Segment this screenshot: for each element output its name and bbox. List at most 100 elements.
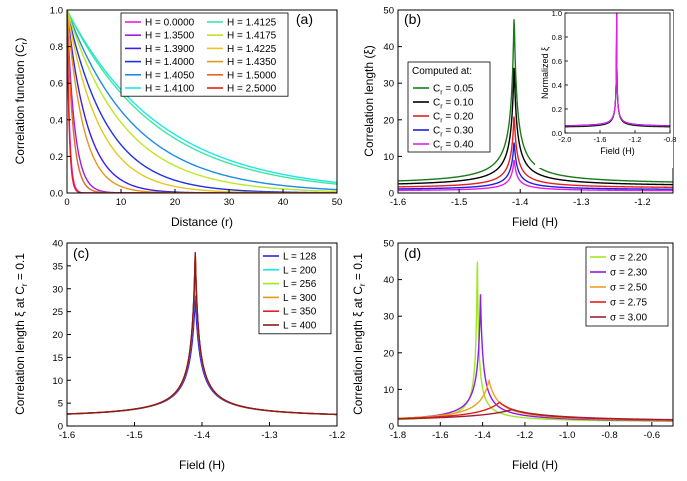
inset-ytick-label: 0.0 bbox=[552, 129, 562, 138]
panel-d-ytick-label: 30 bbox=[383, 312, 394, 323]
series-h-1-4175 bbox=[67, 10, 337, 193]
legend-entry: Cr = 0.05 bbox=[433, 84, 474, 97]
panel-c-ytick-label: 5 bbox=[58, 399, 63, 410]
inset-xtick-label: -1.6 bbox=[594, 135, 607, 144]
inset-background bbox=[535, 11, 673, 168]
panel-b-ytick-label: 0 bbox=[389, 189, 394, 200]
legend-entry: L = 300 bbox=[283, 293, 317, 304]
panel-c-ylabel: Correlation length ξ at Cr = 0.1 bbox=[13, 253, 29, 415]
legend-entry: H = 1.4050 bbox=[145, 70, 195, 81]
panel-d-frame bbox=[397, 242, 674, 427]
inset-ytick-label: 0.4 bbox=[552, 81, 562, 90]
panel-a-legend-box bbox=[120, 12, 289, 97]
legend-entry: H = 1.4000 bbox=[145, 57, 195, 68]
inset-ytick-label: 0.6 bbox=[552, 57, 562, 66]
panel-b-ytick-label: 10 bbox=[383, 152, 394, 163]
panel-d-ticks: -1.8 -1.6 -1.4 -1.2 -1.0 -0.8 -0.6 0 10 20 30 40 50 bbox=[383, 239, 660, 442]
panel-b: -1.6 -1.5 -1.4 -1.3 -1.2 0 10 20 30 40 50 (b) Fiel… bbox=[362, 6, 676, 230]
panel-d-xtick-label: -1.0 bbox=[559, 430, 575, 441]
panel-b-xtick-label: -1.5 bbox=[451, 197, 467, 208]
panel-c-ytick-label: 25 bbox=[52, 307, 63, 318]
legend-entry: H = 2.5000 bbox=[227, 84, 277, 95]
panel-a-xtick-label: 20 bbox=[170, 197, 181, 208]
legend-entry: H = 1.4225 bbox=[227, 44, 277, 55]
panel-a-ytick-label: 1.0 bbox=[50, 6, 63, 17]
legend-entry: L = 400 bbox=[283, 321, 317, 332]
panel-c: -1.6 -1.5 -1.4 -1.3 -1.2 0 5 10 15 20 25 30 35 40 (c)… bbox=[13, 239, 345, 473]
series-h-1-4100 bbox=[67, 10, 337, 184]
legend-entry: Cr = 0.40 bbox=[433, 140, 474, 153]
panel-c-xtick-label: -1.2 bbox=[329, 430, 345, 441]
legend-entry: σ = 2.30 bbox=[610, 268, 647, 279]
panel-d-legend: σ = 2.20 σ = 2.30 σ = 2.50 σ = 2.75 σ = 3.00 bbox=[585, 246, 669, 327]
legend-entry: σ = 2.20 bbox=[610, 253, 647, 264]
legend-entry: H = 1.3500 bbox=[145, 31, 195, 42]
panel-a-label: (a) bbox=[296, 11, 313, 27]
series-cr-0-40 bbox=[398, 159, 673, 192]
series-h-1-4050 bbox=[67, 10, 337, 191]
panel-a-ytick-label: 0.0 bbox=[50, 189, 63, 200]
panel-b-ytick-label: 40 bbox=[383, 42, 394, 53]
legend-entry: σ = 2.50 bbox=[610, 283, 647, 294]
panel-c-ytick-label: 20 bbox=[52, 330, 63, 341]
panel-d-xtick-label: -1.2 bbox=[517, 430, 533, 441]
panel-c-xtick-label: -1.3 bbox=[261, 430, 277, 441]
panel-b-xtick-label: -1.4 bbox=[512, 197, 528, 208]
panel-b-xtick-label: -1.2 bbox=[634, 197, 650, 208]
panel-a: 0 10 20 30 40 50 0.0 0.2 0.4 0.6 0.8 1.0 (a) Distan… bbox=[13, 6, 342, 230]
panel-d-curves bbox=[398, 261, 673, 422]
series-sigma-3-00 bbox=[398, 408, 673, 421]
panel-c-xtick-label: -1.4 bbox=[194, 430, 210, 441]
panel-c-curves bbox=[67, 252, 337, 416]
legend-entry: H = 1.5000 bbox=[227, 70, 277, 81]
legend-entry: Cr = 0.10 bbox=[433, 98, 474, 111]
panel-c-xtick-label: -1.6 bbox=[59, 430, 75, 441]
series-cr-0-30 bbox=[398, 142, 673, 190]
inset-ytick-label: 0.2 bbox=[552, 105, 562, 114]
panel-b-label: (b) bbox=[404, 11, 421, 27]
panel-d-ylabel: Correlation length ξ at Cr = 0.1 bbox=[351, 253, 367, 415]
panel-d-ytick-label: 40 bbox=[383, 275, 394, 286]
panel-c-ytick-label: 15 bbox=[52, 353, 63, 364]
panel-c-xlabel: Field (H) bbox=[179, 458, 225, 472]
panel-c-xtick-label: -1.5 bbox=[126, 430, 142, 441]
panel-c-ytick-label: 0 bbox=[58, 422, 63, 433]
panel-b-ytick-label: 20 bbox=[383, 115, 394, 126]
panel-c-ytick-label: 30 bbox=[52, 284, 63, 295]
panel-a-xlabel: Distance (r) bbox=[171, 215, 233, 229]
series-cr-0-20 bbox=[398, 116, 673, 189]
panel-a-xtick-label: 30 bbox=[224, 197, 235, 208]
panel-a-ylabel: Correlation function (Cr) bbox=[13, 38, 29, 165]
panel-b-ylabel: Correlation length (ξ) bbox=[362, 45, 376, 156]
panel-b-ytick-label: 50 bbox=[383, 6, 394, 17]
panel-a-xtick-label: 0 bbox=[64, 197, 69, 208]
inset-curves bbox=[565, 13, 670, 128]
legend-entry: Cr = 0.30 bbox=[433, 126, 474, 139]
panel-a-ytick-label: 0.6 bbox=[50, 79, 63, 90]
panel-b-ytick-label: 30 bbox=[383, 79, 394, 90]
panel-d-ytick-label: 10 bbox=[383, 385, 394, 396]
panel-c-label: (c) bbox=[73, 245, 89, 261]
series-h-1-4125 bbox=[67, 10, 337, 185]
panel-d-xlabel: Field (H) bbox=[512, 458, 558, 472]
panel-c-ytick-label: 10 bbox=[52, 376, 63, 387]
panel-d: -1.8 -1.6 -1.4 -1.2 -1.0 -0.8 -0.601020304050 … bbox=[351, 239, 674, 472]
panel-d-label: (d) bbox=[404, 245, 421, 261]
panel-d-ytick-label: 0 bbox=[389, 422, 394, 433]
inset-ytick-label: 1.0 bbox=[552, 9, 562, 18]
legend-entry: σ = 2.75 bbox=[610, 298, 647, 309]
panel-a-xtick-label: 10 bbox=[116, 197, 127, 208]
panel-b-xtick-label: -1.6 bbox=[390, 197, 406, 208]
inset-series-cr-0-40 bbox=[565, 13, 670, 127]
inset-frame bbox=[564, 12, 671, 134]
series-cr-0-10 bbox=[398, 67, 673, 186]
inset-xtick-label: -1.2 bbox=[629, 135, 642, 144]
panel-a-legend: H = 0.0000 H = 1.3500 H = 1.3900 H = 1.4000… bbox=[120, 12, 289, 97]
panel-a-ytick-label: 0.8 bbox=[50, 42, 63, 53]
panel-c-ytick-label: 40 bbox=[52, 239, 63, 250]
panel-b-legend-title: Computed at: bbox=[412, 66, 472, 77]
panel-a-ticks: 0 10 20 30 40 50 0.0 0.2 0.4 0.6 0.8 1.0 bbox=[50, 6, 343, 209]
legend-entry: L = 200 bbox=[283, 265, 317, 276]
